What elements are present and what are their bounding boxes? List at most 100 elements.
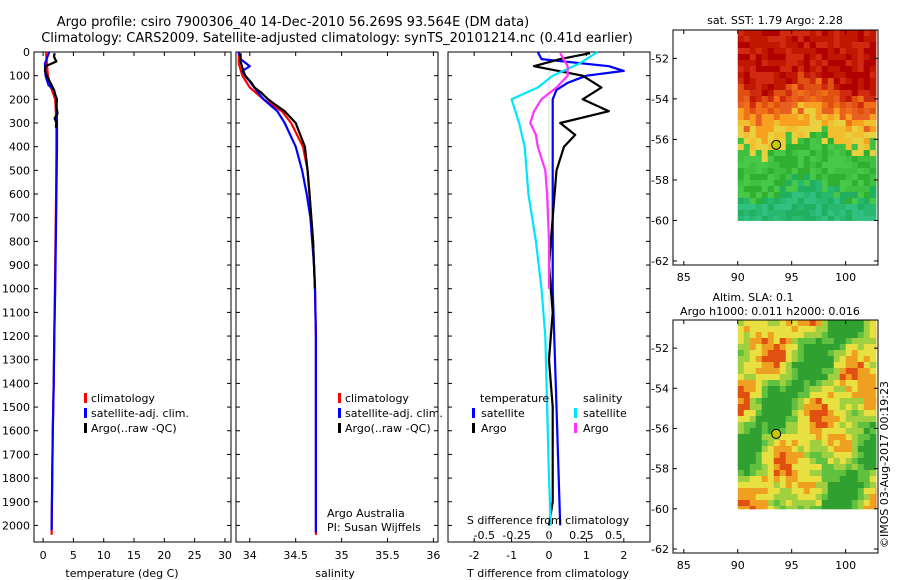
s-tick-label: -0.5 — [474, 529, 495, 542]
map-cell — [857, 162, 865, 169]
map-cell — [779, 440, 787, 447]
map-cell — [779, 192, 787, 199]
map-cell — [761, 386, 769, 393]
map-cell — [851, 180, 859, 187]
map-cell — [761, 78, 769, 85]
map-cell — [827, 216, 835, 221]
map-cell — [779, 356, 787, 363]
map-cell — [809, 464, 817, 471]
map-cell — [833, 60, 841, 67]
map-cell — [737, 410, 745, 417]
map-cell — [767, 344, 775, 351]
map-cell — [857, 470, 865, 477]
map-cell — [851, 192, 859, 199]
map-cell — [803, 174, 811, 181]
map-cell — [809, 440, 817, 447]
map-cell — [845, 404, 853, 411]
map-cell — [845, 398, 853, 405]
map-cell — [803, 114, 811, 121]
map-cell — [767, 338, 775, 345]
map-cell — [869, 150, 877, 157]
map-cell — [869, 90, 877, 97]
map-cell — [827, 192, 835, 199]
map-cell — [749, 386, 757, 393]
map-cell — [839, 72, 847, 79]
map-cell — [821, 54, 829, 61]
map-cell — [791, 374, 799, 381]
map-cell — [863, 404, 871, 411]
map-cell — [785, 108, 793, 115]
map-cell — [857, 506, 865, 510]
map-cell — [737, 464, 745, 471]
map-cell — [791, 470, 799, 477]
map-cell — [833, 464, 841, 471]
map-cell — [839, 96, 847, 103]
map-cell — [785, 96, 793, 103]
map-y-tick-label: -56 — [651, 133, 669, 146]
map-cell — [821, 156, 829, 163]
map-cell — [761, 216, 769, 221]
map-cell — [767, 66, 775, 73]
map-cell — [863, 144, 871, 151]
map-cell — [809, 416, 817, 423]
map-cell — [749, 210, 757, 217]
map-cell — [845, 452, 853, 459]
map-cell — [869, 216, 877, 221]
map-cell — [821, 458, 829, 465]
legend-swatch-s-satellite — [574, 408, 577, 418]
map-cell — [797, 344, 805, 351]
x-tick-label: 34.5 — [283, 549, 308, 562]
map-cell — [743, 36, 751, 43]
map-cell — [749, 54, 757, 61]
map-cell — [785, 30, 793, 37]
map-cell — [857, 362, 865, 369]
map-cell — [875, 410, 877, 417]
map-cell — [767, 126, 775, 133]
map-cell — [767, 108, 775, 115]
map-cell — [755, 216, 763, 221]
map-cell — [803, 506, 811, 510]
map-cell — [803, 180, 811, 187]
map-cell — [869, 374, 877, 381]
map-cell — [737, 506, 745, 510]
map-cell — [851, 452, 859, 459]
map-cell — [869, 132, 877, 139]
map-cell — [815, 350, 823, 357]
map-cell — [815, 356, 823, 363]
map-cell — [851, 66, 859, 73]
map-cell — [761, 102, 769, 109]
map-cell — [791, 138, 799, 145]
map-cell — [773, 494, 781, 501]
map-cell — [821, 446, 829, 453]
map-cell — [773, 422, 781, 429]
map-cell — [863, 78, 871, 85]
map-cell — [737, 48, 745, 55]
map-cell — [755, 102, 763, 109]
map-cell — [797, 120, 805, 127]
map-cell — [797, 96, 805, 103]
map-cell — [803, 66, 811, 73]
map-cell — [857, 156, 865, 163]
map-cell — [863, 174, 871, 181]
difference-xlabel: T difference from climatology — [466, 567, 629, 580]
map-cell — [779, 494, 787, 501]
map-cell — [845, 320, 853, 327]
map-cell — [737, 30, 745, 37]
map-cell — [749, 48, 757, 55]
map-cell — [863, 72, 871, 79]
map-cell — [785, 410, 793, 417]
map-cell — [821, 440, 829, 447]
map-cell — [791, 494, 799, 501]
map-cell — [809, 90, 817, 97]
map-cell — [869, 120, 877, 127]
map-cell — [857, 216, 865, 221]
map-cell — [815, 72, 823, 79]
map-cell — [773, 108, 781, 115]
map-cell — [755, 54, 763, 61]
map-cell — [857, 416, 865, 423]
map-cell — [749, 356, 757, 363]
map-cell — [797, 428, 805, 435]
map-cell — [773, 192, 781, 199]
map-cell — [809, 380, 817, 387]
map-cell — [785, 458, 793, 465]
